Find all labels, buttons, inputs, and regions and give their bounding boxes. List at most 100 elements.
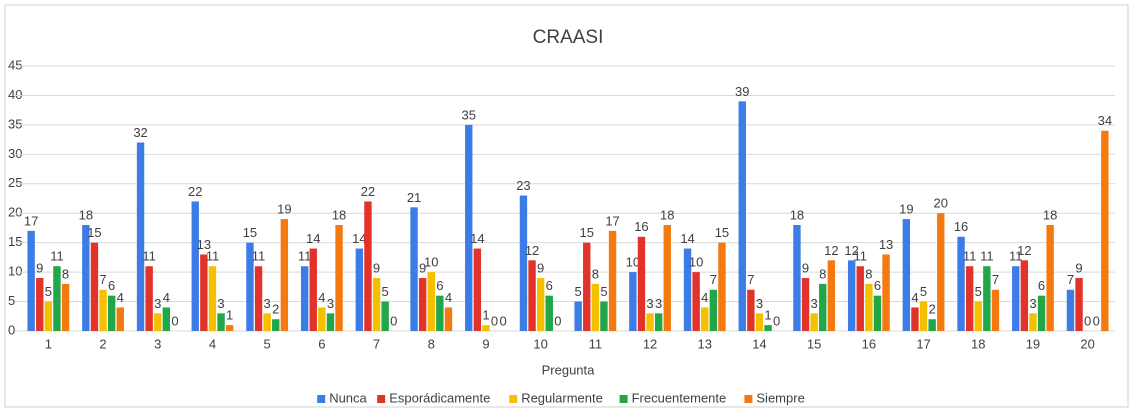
x-tick-label: 18 [971, 336, 985, 351]
bar [263, 313, 271, 331]
data-label: 11 [206, 249, 220, 264]
bar [335, 225, 343, 331]
bar [957, 236, 965, 331]
data-label: 16 [634, 219, 648, 234]
bar [629, 272, 637, 331]
bar [436, 295, 444, 331]
data-label: 3 [756, 296, 763, 311]
data-label: 3 [811, 296, 818, 311]
data-label: 6 [1038, 278, 1045, 293]
data-label: 34 [1098, 113, 1112, 128]
data-label: 35 [462, 107, 476, 122]
x-tick-label: 15 [807, 336, 821, 351]
data-label: 3 [264, 296, 271, 311]
data-label: 4 [911, 290, 918, 305]
bar [217, 313, 225, 331]
legend-label: Frecuentemente [632, 390, 727, 405]
data-label: 18 [332, 207, 346, 222]
bar [928, 319, 936, 331]
data-label: 20 [934, 196, 948, 211]
data-label: 14 [680, 231, 694, 246]
data-label: 16 [954, 219, 968, 234]
data-label: 14 [352, 231, 366, 246]
bar [764, 325, 772, 331]
data-label: 10 [424, 255, 438, 270]
data-label: 6 [108, 278, 115, 293]
data-label: 5 [575, 284, 582, 299]
data-label: 23 [516, 178, 530, 193]
bar [856, 266, 864, 331]
bar [847, 260, 856, 331]
bar [974, 301, 982, 331]
bar [718, 242, 726, 331]
data-label: 18 [79, 207, 93, 222]
data-label: 32 [133, 125, 147, 140]
bar [410, 207, 418, 331]
data-label: 15 [715, 225, 729, 240]
bar [465, 124, 473, 331]
data-label: 0 [1093, 313, 1100, 328]
x-tick-label: 4 [209, 336, 216, 351]
data-label: 7 [1067, 272, 1074, 287]
y-tick-label: 25 [8, 175, 22, 190]
bar [637, 236, 646, 331]
data-label: 7 [747, 272, 754, 287]
data-label: 1 [482, 308, 489, 323]
bar [1101, 130, 1109, 331]
data-label: 8 [819, 266, 826, 281]
legend-label: Regularmente [521, 390, 603, 405]
data-label: 11 [1009, 249, 1023, 264]
bar [116, 307, 124, 331]
data-label: 11 [980, 249, 994, 264]
bar [318, 307, 326, 331]
bar [136, 142, 145, 331]
bar [254, 266, 263, 331]
data-label: 7 [992, 272, 999, 287]
y-tick-label: 20 [8, 205, 22, 220]
bar [99, 289, 107, 331]
data-label: 7 [710, 272, 717, 287]
data-label: 5 [382, 284, 389, 299]
data-label: 21 [407, 190, 421, 205]
data-label: 9 [1075, 260, 1082, 275]
y-tick-label: 35 [8, 116, 22, 131]
y-tick-label: 5 [8, 293, 15, 308]
bar [309, 248, 317, 331]
bar [300, 266, 309, 331]
bar [911, 307, 919, 331]
bar [1020, 260, 1029, 331]
data-label: 0 [554, 313, 561, 328]
bar [738, 101, 746, 331]
bar [154, 313, 162, 331]
x-tick-label: 20 [1080, 336, 1094, 351]
data-label: 1 [764, 308, 771, 323]
x-tick-label: 1 [45, 336, 52, 351]
bar [583, 242, 591, 331]
bar [107, 295, 116, 331]
data-label: 10 [626, 255, 640, 270]
x-tick-label: 12 [643, 336, 657, 351]
data-label: 6 [436, 278, 443, 293]
bar [1066, 289, 1075, 331]
data-label: 17 [605, 213, 619, 228]
legend-swatch [619, 395, 628, 403]
data-label: 13 [879, 237, 893, 252]
data-label: 9 [373, 260, 380, 275]
data-label: 22 [361, 184, 375, 199]
bar [427, 272, 435, 331]
data-label: 18 [790, 207, 804, 222]
bar [991, 289, 1000, 331]
bar [1037, 295, 1046, 331]
data-label: 6 [546, 278, 553, 293]
data-label: 15 [243, 225, 257, 240]
bar [145, 266, 153, 331]
x-axis-label: Pregunta [542, 362, 596, 377]
bar [519, 195, 528, 331]
bar [473, 248, 482, 331]
data-label: 6 [874, 278, 881, 293]
bar [819, 283, 827, 331]
data-label: 17 [24, 213, 38, 228]
legend-swatch [509, 395, 518, 403]
bar [1075, 278, 1083, 331]
